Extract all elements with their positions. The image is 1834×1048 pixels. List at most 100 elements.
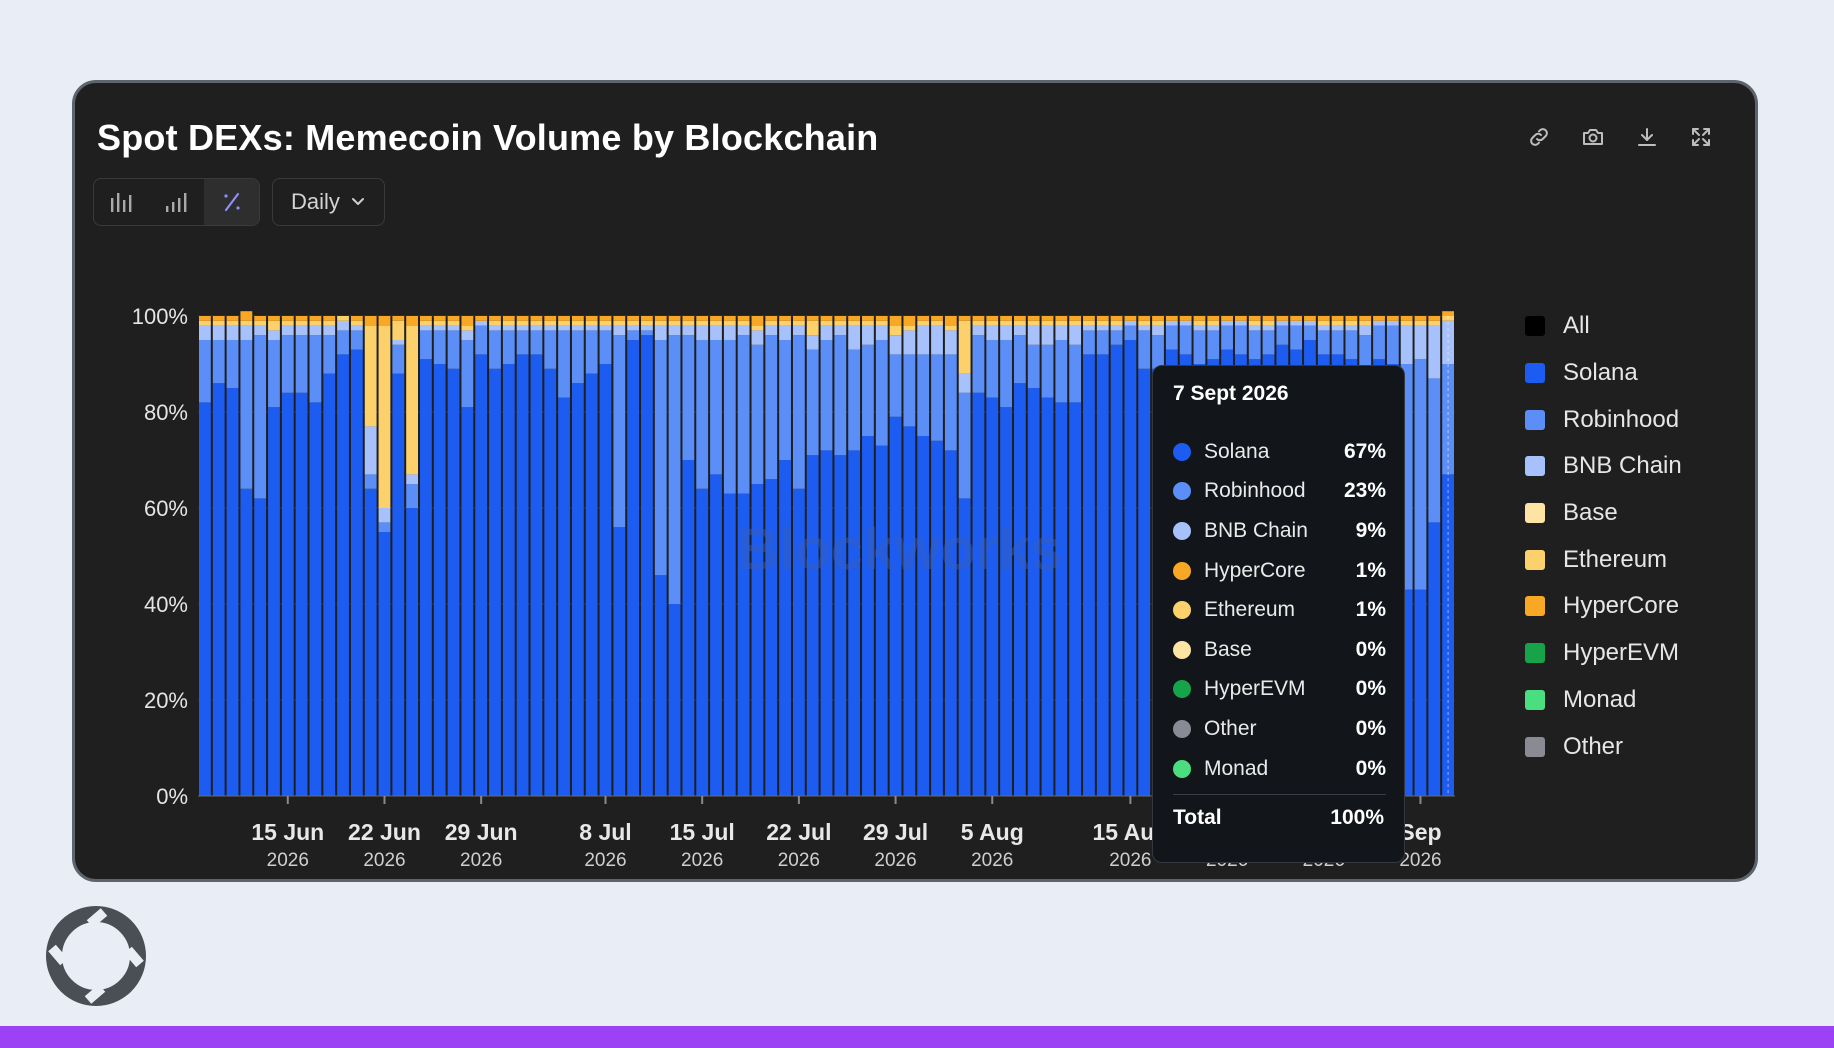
bar-segment-ethereum[interactable] <box>544 320 557 326</box>
bar-segment-solana[interactable] <box>1400 589 1413 796</box>
bar-segment-robinhood[interactable] <box>779 340 791 460</box>
bar-segment-solana[interactable] <box>475 354 488 796</box>
bar-segment-hypercore[interactable] <box>820 316 833 321</box>
bar-segment-bnb-chain[interactable] <box>875 325 888 340</box>
bar-segment-robinhood[interactable] <box>599 330 612 364</box>
bar-segment-hypercore[interactable] <box>654 316 667 321</box>
bar-segment-bnb-chain[interactable] <box>226 325 239 340</box>
bar-segment-bnb-chain[interactable] <box>1386 320 1399 326</box>
bar-segment-bnb-chain[interactable] <box>585 325 598 331</box>
bar-segment-robinhood[interactable] <box>364 474 377 489</box>
bar-segment-bnb-chain[interactable] <box>613 325 626 336</box>
bar-segment-robinhood[interactable] <box>1110 330 1123 345</box>
bar-segment-ethereum[interactable] <box>668 320 681 326</box>
bar-segment-ethereum[interactable] <box>323 320 336 326</box>
bar-segment-robinhood[interactable] <box>447 330 460 369</box>
bar-segment-ethereum[interactable] <box>875 320 888 326</box>
bar-segment-ethereum[interactable] <box>1138 320 1151 326</box>
bar-segment-robinhood[interactable] <box>1248 330 1261 360</box>
bar-segment-bnb-chain[interactable] <box>1248 325 1261 331</box>
download-button[interactable] <box>1633 123 1661 151</box>
bar-segment-robinhood[interactable] <box>571 330 584 384</box>
bar-segment-solana[interactable] <box>392 373 405 796</box>
bar-segment-hypercore[interactable] <box>986 316 999 321</box>
bar-segment-solana[interactable] <box>875 445 888 796</box>
bar-segment-robinhood[interactable] <box>1373 325 1385 360</box>
bar-segment-robinhood[interactable] <box>931 354 943 441</box>
bar-segment-ethereum[interactable] <box>502 320 515 326</box>
bar-segment-bnb-chain[interactable] <box>1304 320 1316 326</box>
bar-segment-robinhood[interactable] <box>1345 330 1358 360</box>
bar-segment-bnb-chain[interactable] <box>723 325 736 340</box>
bar-segment-robinhood[interactable] <box>627 330 640 340</box>
bar-segment-bnb-chain[interactable] <box>1262 325 1275 331</box>
bar-segment-solana[interactable] <box>571 383 584 796</box>
bar-segment-ethereum[interactable] <box>226 320 239 326</box>
bar-segment-robinhood[interactable] <box>350 330 363 350</box>
bar-segment-bnb-chain[interactable] <box>1110 325 1123 331</box>
bar-segment-ethereum[interactable] <box>1013 320 1026 326</box>
bar-segment-robinhood[interactable] <box>1179 325 1192 355</box>
bar-segment-solana[interactable] <box>848 450 861 796</box>
bar-segment-solana[interactable] <box>682 460 695 796</box>
bar-segment-bnb-chain[interactable] <box>295 325 308 336</box>
bar-segment-solana[interactable] <box>931 440 943 796</box>
bar-segment-solana[interactable] <box>1069 402 1082 796</box>
bar-segment-hypercore[interactable] <box>1359 316 1372 321</box>
bar-segment-bnb-chain[interactable] <box>1414 325 1427 360</box>
bar-segment-hypercore[interactable] <box>1179 316 1192 321</box>
bar-segment-ethereum[interactable] <box>627 320 640 326</box>
bar-segment-robinhood[interactable] <box>1096 330 1109 355</box>
bar-segment-robinhood[interactable] <box>585 330 598 374</box>
bar-segment-hypercore[interactable] <box>682 316 695 321</box>
bar-segment-bnb-chain[interactable] <box>903 330 916 355</box>
bar-segment-hypercore[interactable] <box>1373 316 1385 321</box>
bar-segment-robinhood[interactable] <box>337 330 349 355</box>
bar-segment-ethereum[interactable] <box>489 320 501 326</box>
bar-segment-bnb-chain[interactable] <box>958 373 971 393</box>
bar-segment-hypercore[interactable] <box>461 316 474 326</box>
bar-segment-hypercore[interactable] <box>1110 316 1123 321</box>
bar-segment-ethereum[interactable] <box>751 325 764 331</box>
bar-mode-button[interactable] <box>149 179 204 225</box>
bar-segment-bnb-chain[interactable] <box>1096 325 1109 331</box>
bar-segment-hypercore[interactable] <box>1304 316 1316 321</box>
bar-segment-hypercore[interactable] <box>972 316 985 321</box>
bar-segment-ethereum[interactable] <box>1069 320 1082 326</box>
bar-segment-solana[interactable] <box>254 498 267 796</box>
bar-segment-bnb-chain[interactable] <box>1165 320 1178 326</box>
bar-segment-ethereum[interactable] <box>530 320 543 326</box>
bar-segment-bnb-chain[interactable] <box>461 330 474 340</box>
bar-segment-hypercore[interactable] <box>268 316 280 321</box>
bar-segment-hypercore[interactable] <box>1027 316 1040 321</box>
bar-segment-solana[interactable] <box>1013 383 1026 796</box>
bar-segment-robinhood[interactable] <box>903 354 916 427</box>
bar-segment-solana[interactable] <box>710 474 722 796</box>
bar-segment-ethereum[interactable] <box>571 320 584 326</box>
bar-segment-robinhood[interactable] <box>710 340 722 475</box>
bar-segment-ethereum[interactable] <box>447 320 460 326</box>
bar-segment-robinhood[interactable] <box>1262 330 1275 355</box>
bar-segment-bnb-chain[interactable] <box>1041 325 1054 345</box>
bar-segment-solana[interactable] <box>792 488 805 796</box>
bar-segment-hypercore[interactable] <box>696 316 709 321</box>
bar-segment-robinhood[interactable] <box>295 335 308 393</box>
bar-segment-robinhood[interactable] <box>420 330 432 360</box>
bar-segment-ethereum[interactable] <box>641 320 653 326</box>
bar-segment-ethereum[interactable] <box>1110 320 1123 326</box>
bar-segment-bnb-chain[interactable] <box>378 508 391 523</box>
bar-segment-solana[interactable] <box>1096 354 1109 796</box>
bar-segment-robinhood[interactable] <box>1069 344 1082 403</box>
bar-segment-bnb-chain[interactable] <box>1027 325 1040 345</box>
bar-segment-bnb-chain[interactable] <box>599 325 612 331</box>
bar-segment-robinhood[interactable] <box>972 335 985 393</box>
bar-segment-robinhood[interactable] <box>917 354 930 436</box>
bar-segment-solana[interactable] <box>779 460 791 796</box>
bar-segment-robinhood[interactable] <box>558 330 570 398</box>
bar-segment-robinhood[interactable] <box>765 335 778 480</box>
bar-segment-hypercore[interactable] <box>240 311 253 321</box>
bar-segment-ethereum[interactable] <box>364 325 377 427</box>
bar-segment-solana[interactable] <box>862 436 874 796</box>
bar-segment-ethereum[interactable] <box>1248 320 1261 326</box>
bar-segment-robinhood[interactable] <box>1331 330 1344 355</box>
